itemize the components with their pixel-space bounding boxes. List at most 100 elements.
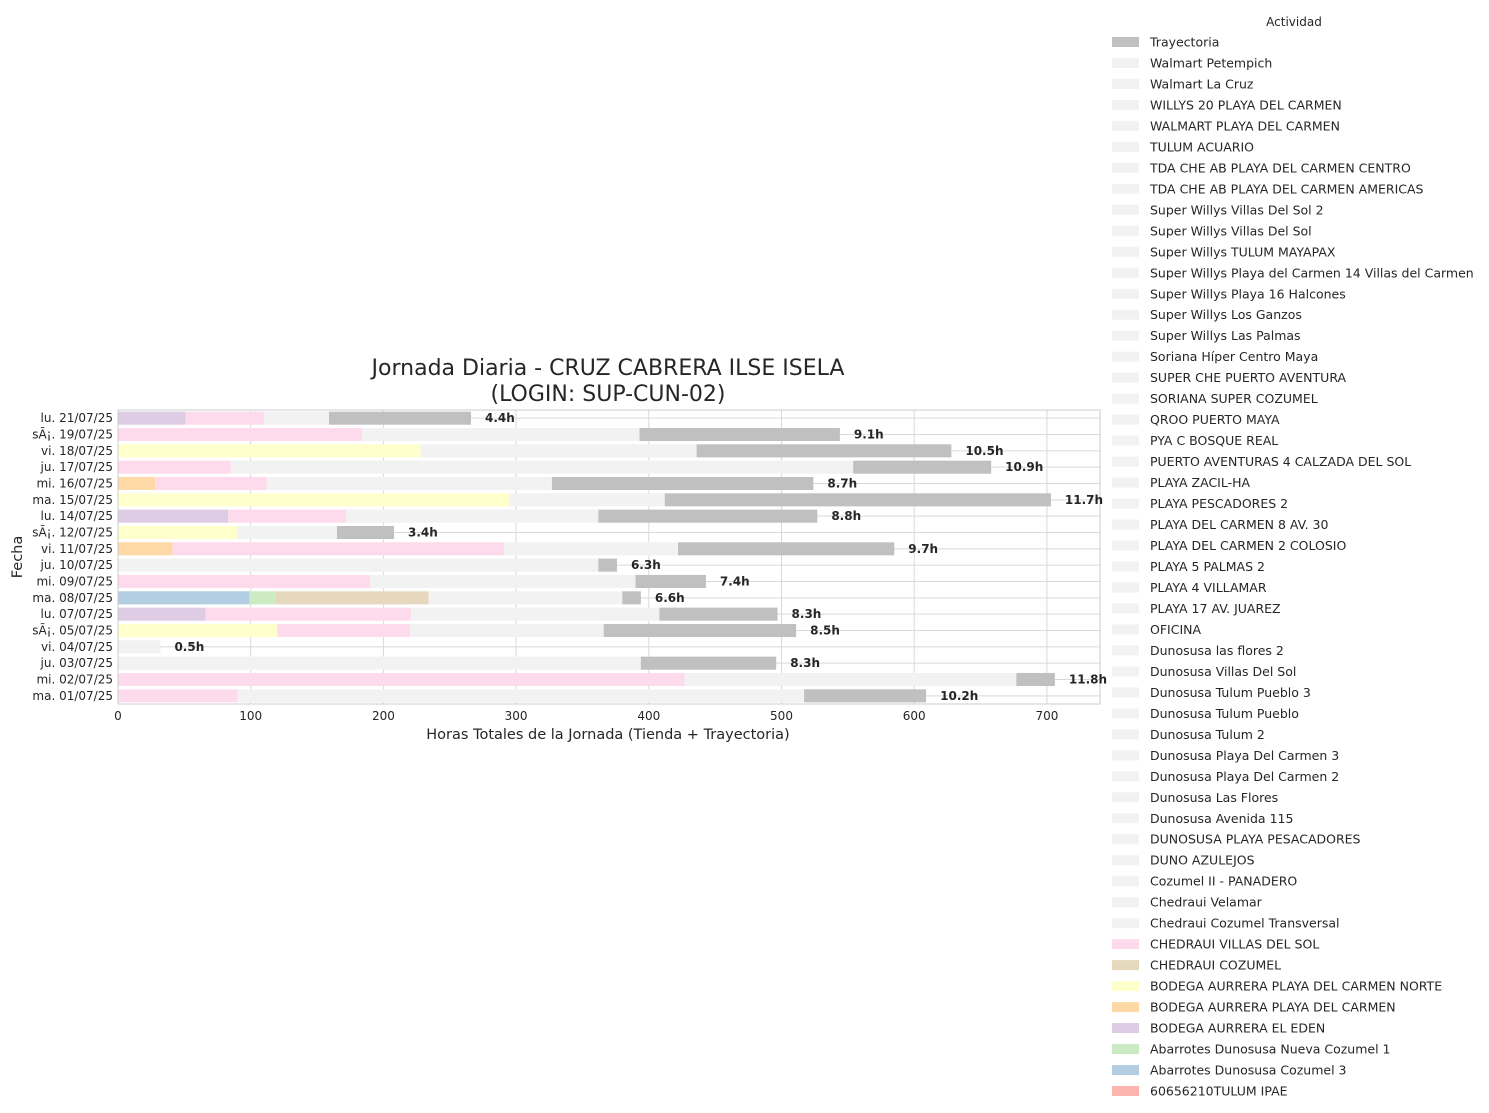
y-tick-label: lu. 14/07/25 — [41, 509, 113, 523]
bar-total-label: 8.7h — [827, 477, 857, 491]
legend-swatch — [1112, 939, 1139, 950]
legend-entry: Abarrotes Dunosusa Nueva Cozumel 1 — [1150, 1042, 1390, 1057]
y-tick-label: mi. 09/07/25 — [36, 575, 113, 589]
x-tick-label: 300 — [505, 709, 528, 723]
legend-entry: CHEDRAUI VILLAS DEL SOL — [1150, 937, 1319, 952]
y-tick-label: lu. 21/07/25 — [41, 411, 113, 425]
x-tick-label: 600 — [903, 709, 926, 723]
legend-entry: PYA C BOSQUE REAL — [1150, 433, 1278, 448]
bar-segment — [118, 525, 238, 540]
bar-segment — [551, 476, 814, 491]
y-tick-label: ma. 08/07/25 — [32, 591, 113, 605]
legend-entry: Dunosusa Playa Del Carmen 3 — [1150, 748, 1339, 763]
bar-segment — [420, 444, 697, 458]
bar-segment — [185, 411, 264, 425]
bar-total-label: 7.4h — [720, 575, 750, 589]
legend-swatch — [1112, 876, 1139, 887]
bar-segment — [659, 607, 778, 621]
legend-swatch — [1112, 540, 1139, 551]
legend-entry: Super Willys TULUM MAYAPAX — [1150, 244, 1336, 259]
x-axis-title: Horas Totales de la Jornada (Tienda + Tr… — [426, 727, 789, 743]
bar-total-label: 8.8h — [831, 509, 861, 523]
legend-entry: Walmart La Cruz — [1150, 76, 1254, 91]
legend-entry: Dunosusa Tulum Pueblo 3 — [1150, 685, 1311, 700]
legend-entry: Abarrotes Dunosusa Cozumel 3 — [1150, 1063, 1346, 1078]
legend-entry: Dunosusa Avenida 115 — [1150, 811, 1293, 826]
legend-entry: TULUM ACUARIO — [1149, 139, 1254, 154]
bar-segment — [263, 411, 329, 425]
legend-entry: SORIANA SUPER COZUMEL — [1150, 391, 1318, 406]
y-tick-label: ju. 17/07/25 — [40, 460, 113, 474]
bar-segment — [118, 640, 161, 654]
legend-swatch — [1112, 267, 1139, 278]
legend-swatch — [1112, 645, 1139, 656]
legend-swatch — [1112, 519, 1139, 530]
legend-swatch — [1112, 309, 1139, 320]
legend-swatch — [1112, 204, 1139, 215]
bar-segment — [639, 427, 840, 442]
y-tick-label: sÃ¡. 19/07/25 — [32, 427, 113, 442]
legend-entry: PLAYA ZACIL-HA — [1150, 475, 1251, 490]
legend-swatch — [1112, 813, 1139, 824]
legend-entry: TDA CHE AB PLAYA DEL CARMEN AMERICAS — [1149, 181, 1424, 196]
legend-swatch — [1112, 57, 1139, 68]
bar-total-label: 10.2h — [940, 689, 978, 703]
y-tick-label: vi. 18/07/25 — [41, 444, 113, 458]
legend-entry: DUNO AZULEJOS — [1150, 853, 1255, 868]
bar-total-label: 8.3h — [792, 607, 822, 621]
legend-entry: Cozumel II - PANADERO — [1150, 874, 1297, 889]
x-tick-label: 200 — [372, 709, 395, 723]
bar-segment — [678, 542, 895, 556]
bar-segment — [118, 591, 250, 605]
bar-segment — [336, 525, 395, 540]
legend-entry: Soriana Híper Centro Maya — [1150, 349, 1318, 364]
legend-entry: Trayectoria — [1149, 35, 1219, 50]
y-tick-label: lu. 07/07/25 — [41, 607, 113, 621]
legend-entry: Dunosusa Playa Del Carmen 2 — [1150, 769, 1339, 784]
chart-title: Jornada Diaria - CRUZ CABRERA ILSE ISELA — [370, 356, 845, 381]
legend-entry: QROO PUERTO MAYA — [1150, 412, 1280, 427]
bar-total-label: 3.4h — [408, 526, 438, 540]
legend-swatch — [1112, 624, 1139, 635]
legend-swatch — [1112, 729, 1139, 740]
legend-swatch — [1112, 981, 1139, 992]
legend-swatch — [1112, 141, 1139, 152]
legend-swatch — [1112, 477, 1139, 488]
y-axis-title: Fecha — [10, 536, 26, 579]
y-tick-label: ma. 15/07/25 — [32, 493, 113, 507]
bar-segment — [598, 558, 617, 572]
y-tick-label: mi. 02/07/25 — [36, 673, 113, 687]
bar-segment — [118, 427, 363, 442]
legend-entry: Dunosusa las flores 2 — [1150, 643, 1284, 658]
legend-swatch — [1112, 330, 1139, 341]
legend-swatch — [1112, 687, 1139, 698]
bar-segment — [277, 623, 410, 638]
bar-segment — [155, 476, 267, 491]
legend-entry: Super Willys Villas Del Sol 2 — [1150, 202, 1324, 217]
bar-segment — [411, 607, 660, 621]
legend-entry: 60656210TULUM IPAE — [1150, 1084, 1288, 1099]
bars — [118, 411, 1055, 703]
bar-total-label: 4.4h — [485, 411, 515, 425]
legend-swatch — [1112, 99, 1139, 110]
bar-segment — [684, 672, 1017, 687]
y-tick-label: vi. 11/07/25 — [41, 542, 113, 556]
legend-entry: Super Willys Villas Del Sol — [1150, 223, 1312, 238]
bar-total-label: 6.3h — [631, 558, 661, 572]
legend-swatch — [1112, 561, 1139, 572]
legend-swatch — [1112, 456, 1139, 467]
bar-segment — [205, 607, 412, 621]
legend-swatch — [1112, 78, 1139, 89]
bar-segment — [237, 525, 337, 540]
legend-entry: Dunosusa Villas Del Sol — [1150, 664, 1296, 679]
bar-segment — [249, 591, 276, 605]
bar-segment — [328, 411, 471, 425]
legend-swatch — [1112, 834, 1139, 845]
bar-total-label: 11.7h — [1065, 493, 1103, 507]
y-ticks: lu. 21/07/25 sÃ¡. 19/07/25 vi. 18/07/25 ju.… — [32, 411, 113, 703]
legend-entry: Dunosusa Tulum Pueblo — [1150, 706, 1299, 721]
y-tick-label: sÃ¡. 05/07/25 — [32, 623, 113, 638]
legend-entry: PLAYA PESCADORES 2 — [1150, 496, 1288, 511]
bar-segment — [664, 493, 1051, 507]
legend-entry: DUNOSUSA PLAYA PESACADORES — [1150, 832, 1361, 847]
